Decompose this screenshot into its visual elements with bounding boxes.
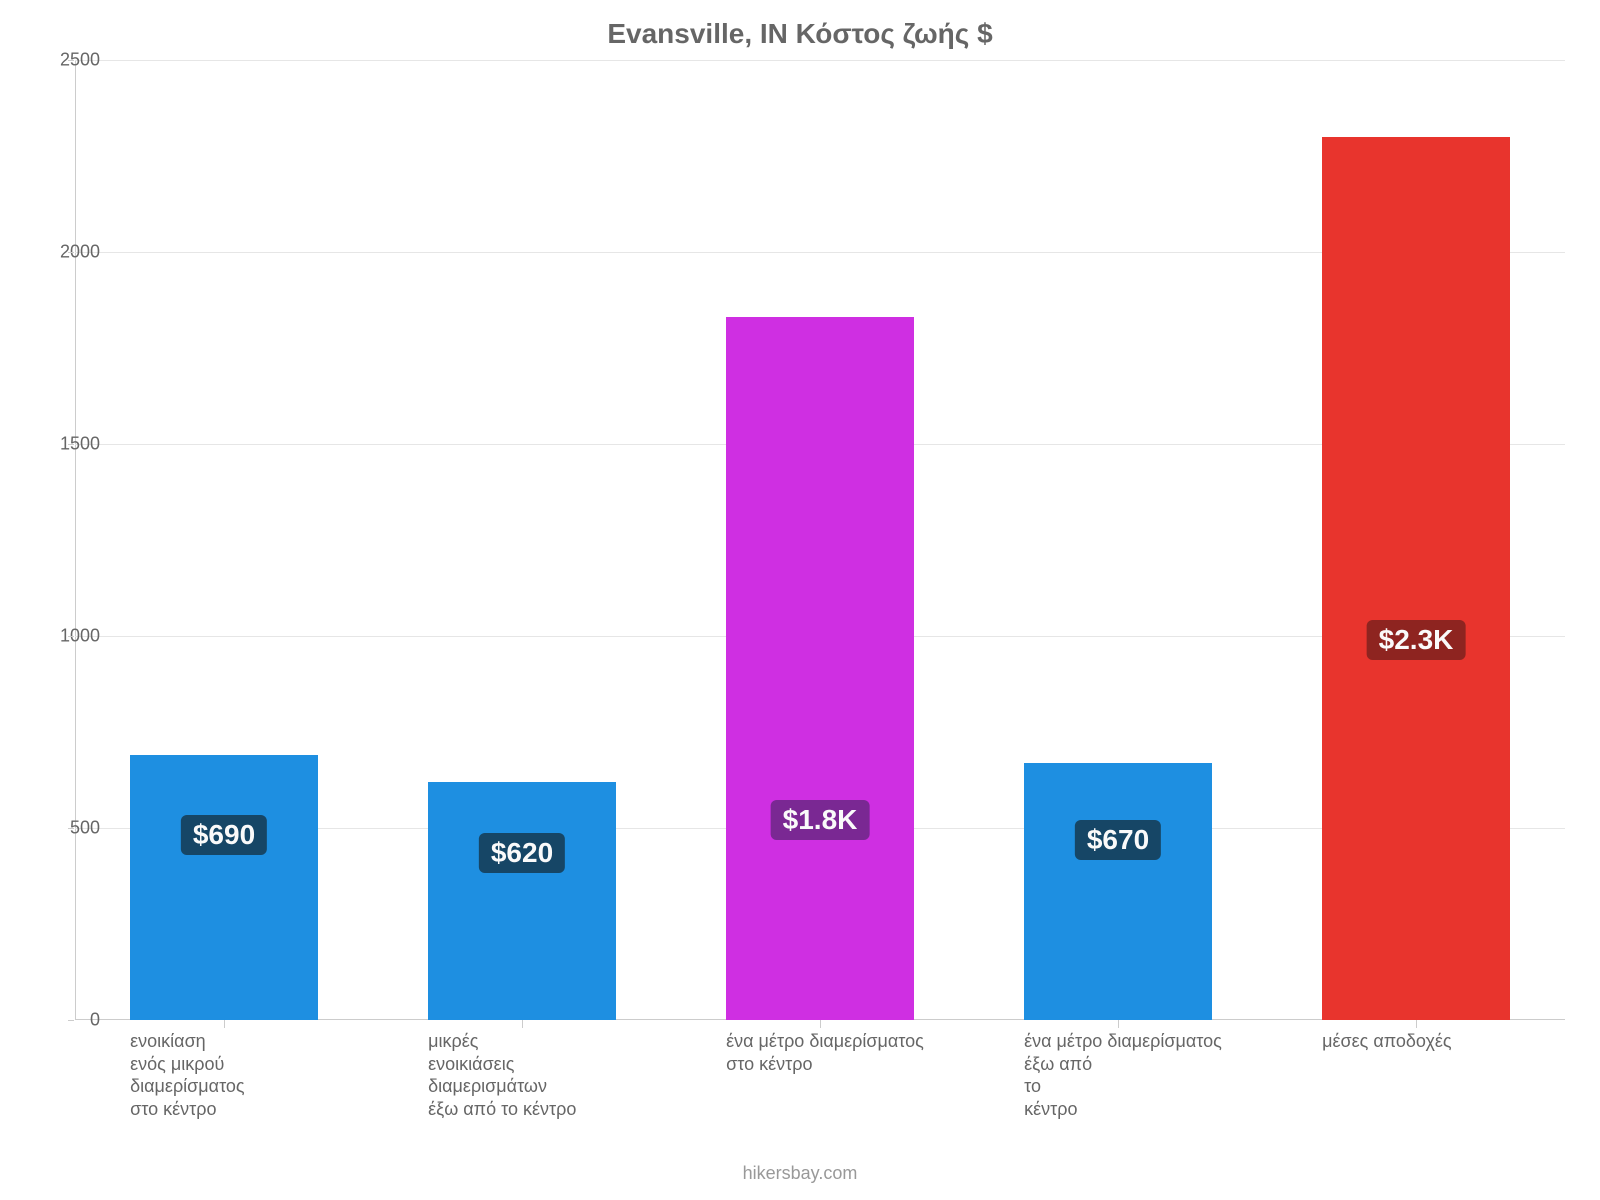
bar-value-badge: $2.3K xyxy=(1367,620,1466,660)
x-tick xyxy=(1118,1020,1119,1028)
y-tick-label: 0 xyxy=(90,1010,100,1031)
bar-value-badge: $690 xyxy=(181,815,267,855)
y-tick xyxy=(68,252,74,253)
x-tick-label: μικρές ενοικιάσεις διαμερισμάτων έξω από… xyxy=(428,1030,656,1120)
bar xyxy=(428,782,616,1020)
bar xyxy=(1024,763,1212,1020)
y-tick xyxy=(68,1020,74,1021)
x-tick-label: ενοικίαση ενός μικρού διαμερίσματος στο … xyxy=(130,1030,358,1120)
y-tick xyxy=(68,636,74,637)
bar-value-badge: $670 xyxy=(1075,820,1161,860)
x-tick-label: ένα μέτρο διαμερίσματος έξω από το κέντρ… xyxy=(1024,1030,1252,1120)
x-tick-label: ένα μέτρο διαμερίσματος στο κέντρο xyxy=(726,1030,954,1075)
y-tick-label: 2500 xyxy=(60,50,100,71)
bar-value-badge: $1.8K xyxy=(771,800,870,840)
y-tick xyxy=(68,444,74,445)
bar-chart: Evansville, IN Κόστος ζωής $ $690 $620 $1.… xyxy=(0,0,1600,1200)
x-tick xyxy=(522,1020,523,1028)
plot-area: $690 $620 $1.8K $670 $2.3K xyxy=(75,60,1565,1020)
x-tick xyxy=(1416,1020,1417,1028)
y-tick xyxy=(68,828,74,829)
chart-title: Evansville, IN Κόστος ζωής $ xyxy=(0,18,1600,50)
bar-value-badge: $620 xyxy=(479,833,565,873)
x-tick-label: μέσες αποδοχές xyxy=(1322,1030,1550,1053)
x-tick xyxy=(224,1020,225,1028)
bar xyxy=(1322,137,1510,1020)
bar xyxy=(726,317,914,1020)
y-tick-label: 500 xyxy=(70,818,100,839)
credit-text: hikersbay.com xyxy=(0,1163,1600,1184)
y-tick-label: 1500 xyxy=(60,434,100,455)
y-tick-label: 2000 xyxy=(60,242,100,263)
x-tick xyxy=(820,1020,821,1028)
bar xyxy=(130,755,318,1020)
y-tick-label: 1000 xyxy=(60,626,100,647)
bars-group: $690 $620 $1.8K $670 $2.3K xyxy=(75,60,1565,1020)
y-tick xyxy=(68,60,74,61)
